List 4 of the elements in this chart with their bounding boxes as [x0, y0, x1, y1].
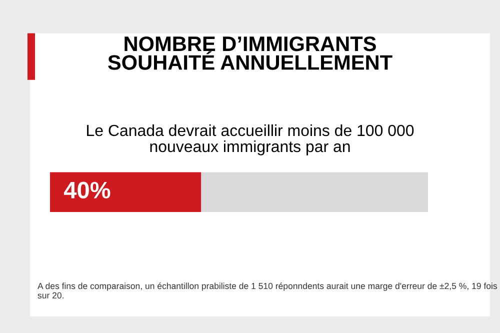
data-label: 40%	[64, 182, 110, 198]
chart-subtitle: Le Canada devrait accueillir moins de 100 000 nouveaux immigrants par an	[87, 124, 414, 156]
text: A des fins de comparaison, un échantillon prabiliste de 1 510 réponndents aurait une marge d'erreur de ±2,5 %, 19 fois sur 20.	[38, 282, 497, 298]
chart-title: NOMBRE D’IMMIGRANTS SOUHAITÉ ANNUELLEMENT	[108, 36, 392, 70]
